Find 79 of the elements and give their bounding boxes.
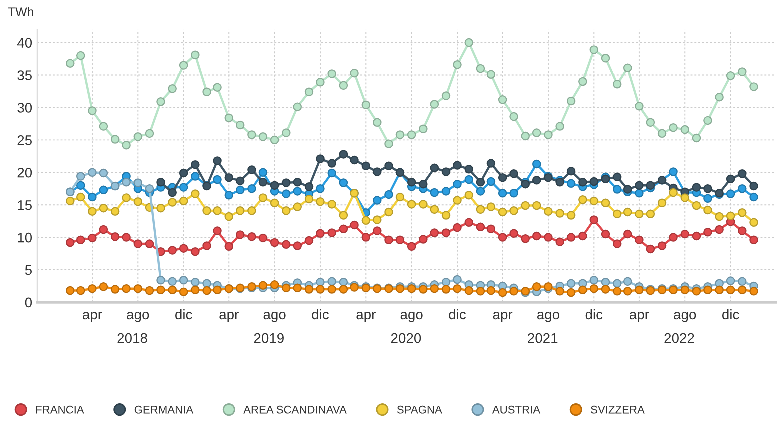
point (179, 168, 188, 178)
point (328, 159, 336, 168)
x-tick-label: dic (312, 309, 329, 320)
x-tick-label: ago (264, 312, 286, 322)
point (407, 178, 416, 187)
x-tick-label: apr (220, 312, 239, 322)
point (282, 178, 291, 188)
y-tick-label: 10 (18, 232, 32, 243)
point (635, 181, 644, 190)
y-tick-label: 0 (25, 298, 32, 308)
point (590, 177, 599, 186)
point (258, 178, 268, 187)
x-tick-label: ago (400, 312, 423, 322)
point (750, 182, 758, 191)
x-tick-label: dic (449, 309, 466, 320)
point (156, 178, 166, 187)
point (339, 150, 348, 159)
y-tick-label: 15 (18, 200, 32, 210)
point (738, 170, 747, 178)
point (419, 180, 428, 189)
point (168, 188, 177, 198)
point (578, 178, 588, 187)
point (236, 176, 245, 186)
y-tick-label: 20 (18, 168, 32, 178)
point (362, 162, 371, 171)
point (464, 165, 474, 174)
point (704, 184, 712, 194)
point (350, 156, 359, 165)
point (566, 166, 576, 176)
x-tick-label: ago (127, 312, 150, 322)
y-tick-label: 30 (18, 103, 32, 113)
legend-label: SVIZZERA (591, 406, 645, 414)
point (453, 161, 462, 170)
point (623, 185, 632, 194)
point (384, 162, 394, 171)
point (293, 178, 302, 187)
point (476, 178, 486, 187)
text: 2022 (664, 333, 694, 344)
legend-label: AUSTRIA (492, 406, 541, 414)
point (430, 164, 440, 172)
x-tick-label: apr (83, 312, 102, 322)
x-tick-label: dic (586, 309, 603, 320)
point (442, 168, 451, 176)
x-tick-label: dic (176, 309, 192, 320)
point (726, 174, 736, 184)
legend-label: GERMANIA (134, 406, 194, 414)
point (612, 172, 622, 182)
text: 2019 (254, 333, 284, 344)
point (224, 173, 234, 182)
text: 2020 (391, 333, 422, 344)
point (316, 154, 325, 164)
legend-label: AREA SCANDINAVA (244, 406, 347, 414)
point (213, 156, 222, 166)
point (191, 160, 200, 170)
legend-label: FRANCIA (36, 406, 84, 414)
legend-label: SPAGNA (397, 406, 442, 414)
y-tick-label: 35 (18, 70, 32, 80)
point (304, 182, 314, 192)
x-tick-label: apr (356, 312, 376, 322)
x-tick-label: apr (493, 312, 513, 322)
text: 2018 (118, 333, 148, 344)
point (646, 181, 656, 190)
point (270, 181, 280, 190)
y-tick-label: 5 (25, 265, 32, 276)
x-tick-label: ago (674, 312, 696, 322)
x-tick-label: apr (630, 312, 650, 322)
x-tick-label: ago (537, 312, 560, 322)
point (373, 168, 382, 176)
y-axis-title: TWh (8, 7, 34, 16)
text: 2021 (528, 333, 558, 344)
y-tick-label: 40 (17, 38, 32, 48)
y-tick-label: 25 (18, 136, 32, 146)
point (510, 170, 518, 178)
point (532, 176, 542, 185)
point (498, 173, 508, 182)
x-tick-label: dic (722, 309, 740, 320)
point (486, 159, 496, 168)
point (248, 166, 256, 174)
point (692, 183, 702, 192)
